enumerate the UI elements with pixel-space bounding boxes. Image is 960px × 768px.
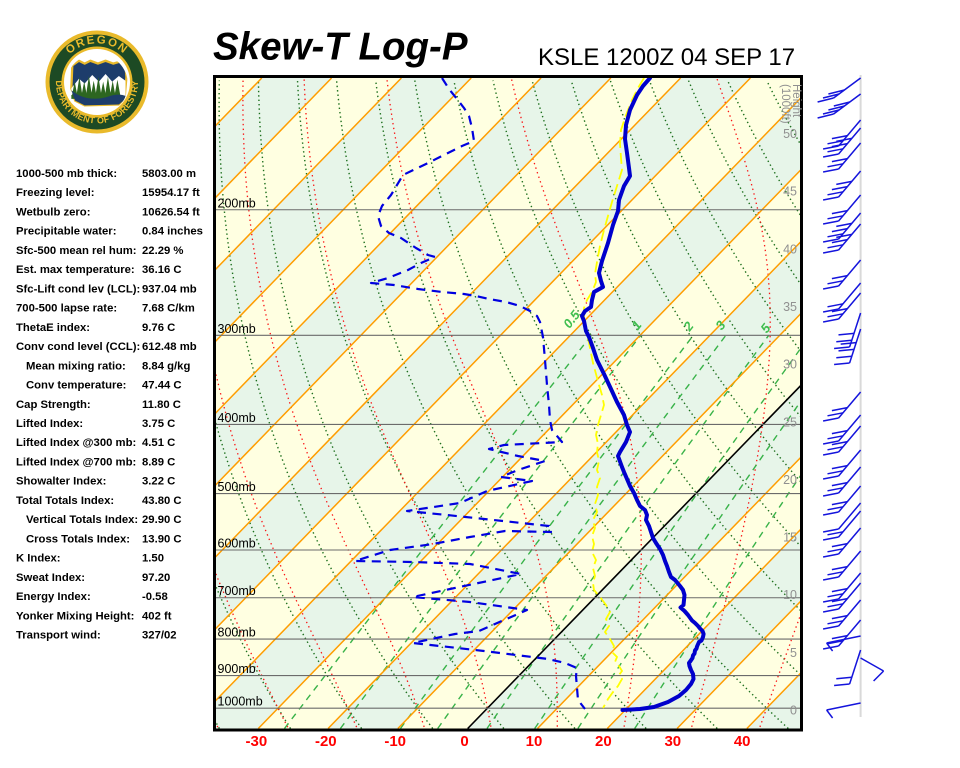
svg-text:20: 20 [595, 733, 612, 750]
svg-text:0: 0 [460, 733, 468, 750]
svg-text:-10: -10 [384, 733, 406, 750]
svg-text:3.75 C: 3.75 C [142, 418, 175, 430]
svg-text:-0.58: -0.58 [142, 591, 168, 603]
svg-text:50: 50 [783, 127, 797, 141]
svg-text:-20: -20 [315, 733, 337, 750]
svg-text:35: 35 [783, 300, 797, 314]
svg-text:29.90 C: 29.90 C [142, 514, 182, 526]
svg-text:Wetbulb zero:: Wetbulb zero: [16, 207, 90, 219]
svg-text:(1000ft): (1000ft) [779, 84, 791, 124]
svg-text:Skew-T Log-P: Skew-T Log-P [213, 26, 468, 69]
svg-text:Mean mixing ratio:: Mean mixing ratio: [26, 360, 126, 372]
svg-text:8.89 C: 8.89 C [142, 456, 175, 468]
svg-text:3.22 C: 3.22 C [142, 476, 175, 488]
svg-text:200mb: 200mb [218, 196, 256, 210]
svg-text:Vertical Totals Index:: Vertical Totals Index: [26, 514, 138, 526]
svg-text:1000mb: 1000mb [218, 695, 263, 709]
svg-text:Sfc-500 mean rel hum:: Sfc-500 mean rel hum: [16, 245, 137, 257]
svg-text:5: 5 [790, 646, 797, 660]
svg-text:Cap Strength:: Cap Strength: [16, 399, 91, 411]
svg-text:30: 30 [664, 733, 681, 750]
svg-text:Cross Totals Index:: Cross Totals Index: [26, 533, 130, 545]
svg-text:Yonker Mixing Height:: Yonker Mixing Height: [16, 610, 134, 622]
svg-text:Conv temperature:: Conv temperature: [26, 380, 126, 392]
svg-text:9.76 C: 9.76 C [142, 322, 175, 334]
svg-text:11.80 C: 11.80 C [142, 399, 181, 411]
svg-text:25: 25 [783, 415, 797, 429]
svg-text:0.84 inches: 0.84 inches [142, 226, 203, 238]
svg-text:Est. max temperature:: Est. max temperature: [16, 264, 135, 276]
svg-text:ThetaE index:: ThetaE index: [16, 322, 90, 334]
svg-text:327/02: 327/02 [142, 630, 177, 642]
svg-text:1.50: 1.50 [142, 553, 164, 565]
svg-text:15: 15 [783, 531, 797, 545]
svg-text:45: 45 [783, 185, 797, 199]
svg-text:7.68 C/km: 7.68 C/km [142, 303, 195, 315]
svg-text:20: 20 [783, 473, 797, 487]
svg-text:10: 10 [783, 588, 797, 602]
svg-text:-30: -30 [246, 733, 268, 750]
svg-text:40: 40 [783, 242, 797, 256]
svg-text:Precipitable water:: Precipitable water: [16, 226, 116, 238]
svg-text:Energy Index:: Energy Index: [16, 591, 91, 603]
svg-text:13.90 C: 13.90 C [142, 533, 182, 545]
svg-text:4.51 C: 4.51 C [142, 437, 175, 449]
svg-text:700-500 lapse rate:: 700-500 lapse rate: [16, 303, 117, 315]
svg-text:0: 0 [790, 704, 797, 718]
svg-text:700mb: 700mb [218, 584, 256, 598]
svg-text:36.16 C: 36.16 C [142, 264, 182, 276]
svg-text:Height: Height [790, 84, 802, 118]
svg-text:Sfc-Lift cond lev (LCL):: Sfc-Lift cond lev (LCL): [16, 283, 140, 295]
svg-text:KSLE 1200Z 04 SEP 17: KSLE 1200Z 04 SEP 17 [538, 44, 795, 71]
svg-text:Sweat Index:: Sweat Index: [16, 572, 85, 584]
svg-text:Lifted Index:: Lifted Index: [16, 418, 83, 430]
svg-text:5803.00 m: 5803.00 m [142, 168, 196, 180]
svg-text:800mb: 800mb [218, 626, 256, 640]
svg-text:10626.54 ft: 10626.54 ft [142, 207, 200, 219]
svg-text:47.44 C: 47.44 C [142, 380, 182, 392]
svg-text:1000-500 mb thick:: 1000-500 mb thick: [16, 168, 117, 180]
svg-text:97.20: 97.20 [142, 572, 170, 584]
svg-text:600mb: 600mb [218, 537, 256, 551]
svg-text:402 ft: 402 ft [142, 610, 172, 622]
svg-text:612.48 mb: 612.48 mb [142, 341, 197, 353]
svg-text:8.84 g/kg: 8.84 g/kg [142, 360, 190, 372]
svg-text:Total Totals Index:: Total Totals Index: [16, 495, 114, 507]
svg-text:Lifted Index @700 mb:: Lifted Index @700 mb: [16, 456, 136, 468]
svg-text:500mb: 500mb [218, 480, 256, 494]
svg-text:300mb: 300mb [218, 322, 256, 336]
svg-text:K Index:: K Index: [16, 553, 61, 565]
svg-text:15954.17 ft: 15954.17 ft [142, 187, 200, 199]
svg-text:Showalter Index:: Showalter Index: [16, 476, 106, 488]
svg-text:43.80 C: 43.80 C [142, 495, 182, 507]
svg-text:30: 30 [783, 358, 797, 372]
svg-text:22.29 %: 22.29 % [142, 245, 183, 257]
svg-text:10: 10 [526, 733, 543, 750]
svg-text:Lifted Index @300 mb:: Lifted Index @300 mb: [16, 437, 136, 449]
svg-text:Freezing level:: Freezing level: [16, 187, 94, 199]
svg-text:900mb: 900mb [218, 662, 256, 676]
svg-text:Transport wind:: Transport wind: [16, 630, 101, 642]
svg-text:Conv cond level (CCL):: Conv cond level (CCL): [16, 341, 140, 353]
svg-text:937.04 mb: 937.04 mb [142, 283, 197, 295]
svg-text:400mb: 400mb [218, 411, 256, 425]
svg-text:40: 40 [734, 733, 751, 750]
